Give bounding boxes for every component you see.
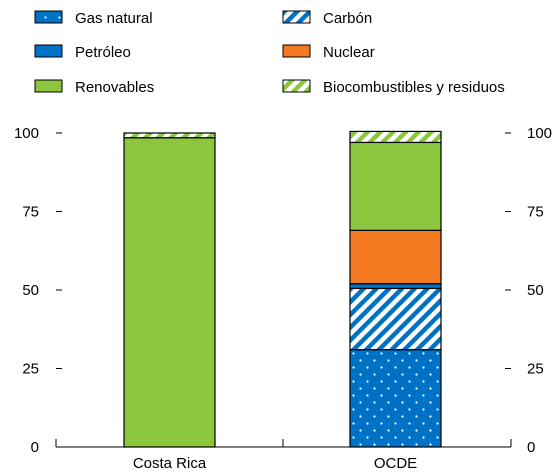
bar-costa-rica-renovables (123, 137, 216, 448)
y-tick-label-left: 100 (14, 125, 39, 142)
legend-label-petroleo: Petróleo (75, 44, 131, 61)
legend-label-biocombustibles-y-residuos: Biocombustibles y residuos (323, 79, 505, 96)
y-axis-left: 0 25 50 75 100 (14, 125, 62, 456)
legend-label-carbon: Carbón (323, 10, 372, 27)
y-axis-right: 0 25 50 75 100 (505, 125, 552, 456)
legend: Gas natural Carbón Petróleo Nuclear Renovabl… (34, 10, 505, 96)
x-tick-label: OCDE (374, 455, 417, 472)
bar-ocde-petroleo (349, 283, 442, 290)
y-tick-label-left: 25 (22, 361, 39, 378)
y-tick-label-right: 75 (527, 204, 544, 221)
legend-swatch-biocombustibles-y-residuos (282, 79, 311, 93)
x-tick-label: Costa Rica (133, 455, 207, 472)
x-axis-labels: Costa Rica OCDE (133, 455, 417, 472)
bar-ocde-carbon (349, 287, 442, 351)
y-tick-label-right: 0 (527, 439, 535, 456)
legend-swatch-gas-natural (34, 10, 63, 24)
y-tick-label-right: 100 (527, 125, 552, 142)
legend-swatch-renovables (34, 79, 63, 93)
y-tick-label-right: 50 (527, 282, 544, 299)
bar-costa-rica-biocombustibles-y-residuos (123, 132, 216, 139)
y-tick-label-left: 50 (22, 282, 39, 299)
legend-label-nuclear: Nuclear (323, 44, 375, 61)
legend-swatch-carbon (282, 10, 311, 24)
bar-ocde-renovables (349, 141, 442, 231)
bar-ocde-biocombustibles-y-residuos (349, 130, 442, 144)
y-tick-label-left: 0 (31, 439, 39, 456)
legend-swatch-petroleo (34, 44, 63, 58)
y-tick-label-left: 75 (22, 204, 39, 221)
legend-swatch-nuclear (282, 44, 311, 58)
plot-area (123, 130, 442, 448)
legend-label-gas-natural: Gas natural (75, 10, 153, 27)
bar-ocde-nuclear (349, 229, 442, 285)
legend-label-renovables: Renovables (75, 79, 154, 96)
bar-ocde-gas-natural (349, 349, 442, 448)
y-tick-label-right: 25 (527, 361, 544, 378)
